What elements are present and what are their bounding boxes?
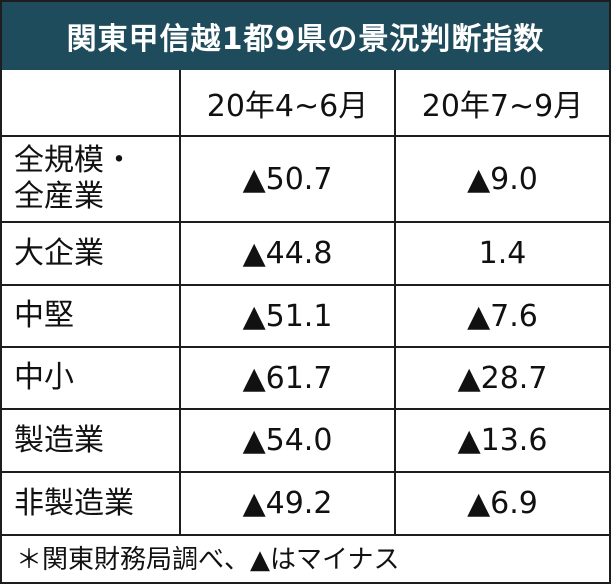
- row-label: 大企業: [2, 221, 181, 286]
- cell-value: ▲13.6: [394, 408, 609, 473]
- cell-value: ▲9.0: [394, 135, 609, 223]
- cell-value: ▲7.6: [394, 284, 609, 348]
- data-row: 大企業 ▲44.8 1.4: [2, 221, 609, 286]
- cell-value: ▲44.8: [179, 221, 396, 286]
- row-label: 非製造業: [2, 471, 181, 536]
- cell-value: 1.4: [394, 221, 609, 286]
- column-header: 20年4~6月: [179, 70, 396, 137]
- table: 20年4~6月 20年7~9月 全規模・ 全産業 ▲50.7 ▲9.0 大企業 ▲44.8 1…: [2, 70, 609, 536]
- data-row: 製造業 ▲54.0 ▲13.6: [2, 408, 609, 473]
- row-label: 中堅: [2, 284, 181, 348]
- header-row: 20年4~6月 20年7~9月: [2, 70, 609, 137]
- cell-value: ▲54.0: [179, 408, 396, 473]
- corner-cell: [2, 70, 181, 137]
- data-row: 全規模・ 全産業 ▲50.7 ▲9.0: [2, 135, 609, 223]
- cell-value: ▲6.9: [394, 471, 609, 536]
- footnote: ＊関東財務局調べ、▲はマイナス: [16, 545, 400, 575]
- row-label: 中小: [2, 346, 181, 410]
- cell-value: ▲28.7: [394, 346, 609, 410]
- title: 関東甲信越1都9県の景況判断指数: [2, 2, 609, 70]
- cell-value: ▲49.2: [179, 471, 396, 536]
- cell-value: ▲50.7: [179, 135, 396, 223]
- row-label: 全規模・ 全産業: [2, 135, 181, 223]
- column-header: 20年7~9月: [394, 70, 609, 137]
- data-row: 中堅 ▲51.1 ▲7.6: [2, 284, 609, 348]
- data-row: 非製造業 ▲49.2 ▲6.9: [2, 471, 609, 536]
- row-label: 製造業: [2, 408, 181, 473]
- cell-value: ▲51.1: [179, 284, 396, 348]
- data-row: 中小 ▲61.7 ▲28.7: [2, 346, 609, 410]
- cell-value: ▲61.7: [179, 346, 396, 410]
